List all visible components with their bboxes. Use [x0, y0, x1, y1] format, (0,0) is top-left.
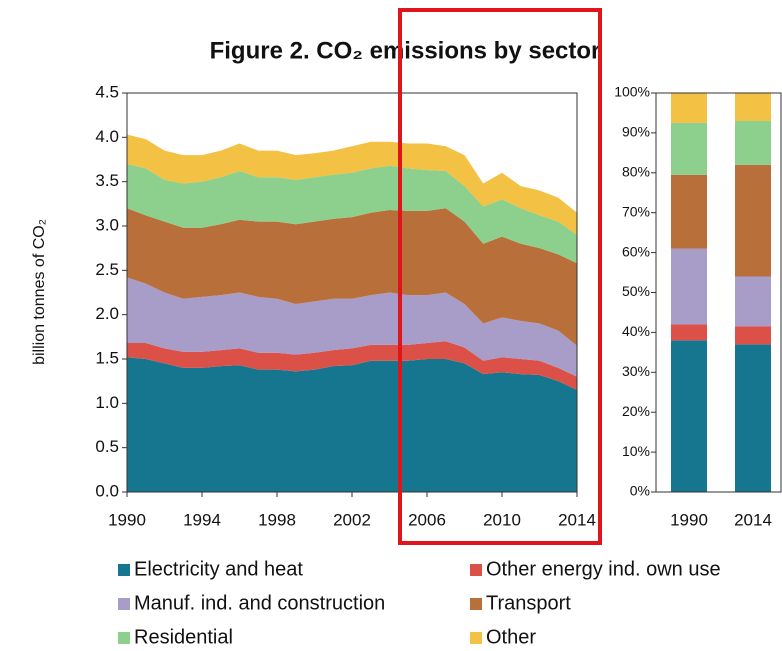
- y-tick-label: 100%: [614, 84, 650, 100]
- x-tick-label: 1990: [108, 510, 146, 529]
- area: [127, 208, 577, 346]
- area: [127, 163, 577, 264]
- y-tick-label: 4.5: [95, 82, 119, 101]
- bar-segment: [671, 174, 707, 249]
- y-tick-label: 0.5: [95, 437, 119, 456]
- y-axis-label: billion tonnes of CO₂: [31, 219, 48, 365]
- x-tick-label: 2002: [333, 510, 371, 529]
- bar-segment: [671, 340, 707, 492]
- legend-label: Manuf. ind. and construction: [134, 592, 385, 614]
- y-tick-label: 4.0: [95, 127, 119, 146]
- area: [127, 341, 577, 391]
- y-tick-label: 30%: [622, 363, 650, 379]
- bar-segment: [735, 164, 771, 277]
- highlight-box: [398, 8, 602, 545]
- legend-label: Other energy ind. own use: [486, 558, 721, 580]
- area: [127, 277, 577, 377]
- y-tick-label: 3.0: [95, 215, 119, 234]
- y-tick-label: 0%: [630, 483, 650, 499]
- bar-segment: [735, 326, 771, 345]
- x-tick-label: 1994: [183, 510, 221, 529]
- y-tick-label: 0.0: [95, 481, 119, 500]
- y-tick-label: 1.0: [95, 393, 119, 412]
- legend-label: Electricity and heat: [134, 558, 303, 580]
- legend-swatch: [118, 632, 130, 644]
- y-tick-label: 10%: [622, 443, 650, 459]
- area: [127, 357, 577, 492]
- bar-segment: [671, 93, 707, 123]
- bar-chart: 1990 2014 0% 10% 20% 30% 40% 50% 60% 70% 80% 90% 100…: [614, 84, 782, 529]
- y-tick-label: 60%: [622, 243, 650, 259]
- y-tick-label: 90%: [622, 124, 650, 140]
- bar-segment: [671, 324, 707, 341]
- legend-swatch: [118, 598, 130, 610]
- bar-segment: [671, 122, 707, 175]
- y-tick-label: 3.5: [95, 171, 119, 190]
- legend: Electricity and heat Other energy ind. ow…: [118, 558, 721, 648]
- bar-segment: [671, 248, 707, 325]
- area: [127, 134, 577, 235]
- legend-swatch: [470, 598, 482, 610]
- x-tick-label: 2010: [483, 510, 521, 529]
- x-tick-label: 2014: [734, 510, 772, 529]
- bar-segment: [735, 93, 771, 121]
- y-tick-label: 2.5: [95, 260, 119, 279]
- y-tick-label: 2.0: [95, 304, 119, 323]
- chart-title: Figure 2. CO₂ emissions by sector: [210, 37, 601, 64]
- x-tick-label: 2006: [408, 510, 446, 529]
- y-tick-label: 20%: [622, 403, 650, 419]
- area-chart: 0.0 0.5 1.0 1.5 2.0 2.5 3.0 3.5 4.0 4.5 1990 1994 19…: [95, 82, 596, 529]
- legend-swatch: [470, 632, 482, 644]
- x-tick-label: 2014: [558, 510, 596, 529]
- legend-swatch: [118, 564, 130, 576]
- y-tick-label: 50%: [622, 283, 650, 299]
- bar-segment: [735, 276, 771, 327]
- legend-label: Transport: [486, 592, 571, 614]
- y-tick-label: 1.5: [95, 348, 119, 367]
- bar-segment: [735, 120, 771, 165]
- legend-swatch: [470, 564, 482, 576]
- y-tick-label: 80%: [622, 164, 650, 180]
- bar-segment: [735, 344, 771, 492]
- y-tick-label: 70%: [622, 203, 650, 219]
- legend-label: Residential: [134, 626, 233, 648]
- x-tick-label: 1998: [258, 510, 296, 529]
- y-tick-label: 40%: [622, 323, 650, 339]
- x-tick-label: 1990: [670, 510, 708, 529]
- legend-label: Other: [486, 626, 536, 648]
